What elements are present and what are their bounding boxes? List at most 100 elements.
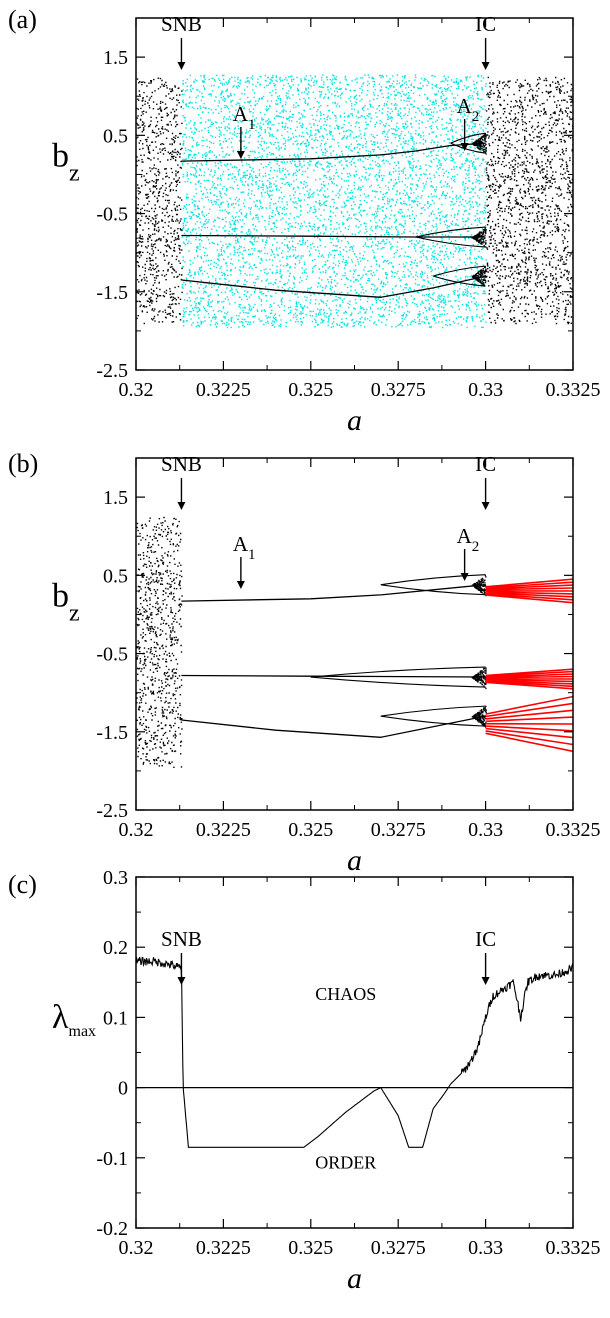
y-tick-label: 0.3 (103, 867, 128, 889)
annotation-label: A2 (457, 524, 480, 555)
y-tick-label: -2.5 (96, 360, 128, 382)
x-tick-label: 0.33 (468, 819, 503, 841)
red-branch-6 (485, 695, 573, 753)
bifurcation-3 (450, 132, 486, 154)
panel-label: (b) (8, 449, 38, 478)
chaotic-fan-3 (471, 133, 487, 155)
scatter-band-1 (181, 74, 487, 329)
plot-area (136, 516, 573, 768)
red-branch-5 (485, 668, 573, 690)
arrow-head (177, 977, 186, 985)
arrow-head (481, 977, 490, 985)
branch-line-1 (181, 584, 486, 602)
y-axis: 0.3 0.2 0.1 0 -0.1 -0.2 (96, 867, 573, 1240)
x-tick-label: 0.3225 (196, 1237, 251, 1259)
bifurcation-4 (415, 226, 486, 248)
y-axis-label-sub: z (69, 601, 80, 627)
branch-line-5 (181, 275, 486, 298)
annotation-main: A (457, 94, 473, 118)
annotation-label: A2 (457, 94, 480, 125)
branch-line-4 (181, 234, 486, 238)
plot-area (136, 956, 573, 1148)
annotation-main: SNB (161, 12, 202, 36)
series-0 (136, 956, 573, 1148)
series-5 (485, 668, 573, 690)
annotation-main: A (457, 524, 473, 548)
y-axis-label-sub: max (69, 1023, 97, 1040)
chaotic-fan-2 (471, 667, 487, 690)
x-tick-label: 0.3325 (546, 1237, 601, 1259)
y-tick-label: 0.2 (103, 937, 128, 959)
chaotic-fan-4 (471, 227, 487, 248)
x-tick-label: 0.33 (468, 1237, 503, 1259)
x-tick-label: 0.325 (288, 379, 333, 401)
annotation-label: A1 (233, 102, 256, 133)
region-label-chaos: CHAOS (315, 984, 376, 1004)
annotation-label: A1 (233, 532, 256, 563)
arrow-head (177, 62, 186, 70)
panel-c: 0.32 0.3225 0.325 0.3275 0.33 0.3325 0.3 0.2 0.1… (8, 867, 601, 1295)
series-2 (181, 666, 487, 690)
annotation-sub: 2 (472, 109, 480, 125)
y-tick-label: -0.5 (96, 204, 128, 226)
series-5 (181, 265, 487, 298)
series-3 (181, 705, 487, 738)
panel-label: (c) (8, 870, 37, 899)
chaotic-fan-3 (471, 705, 487, 728)
x-tick-label: 0.325 (288, 1237, 333, 1259)
arrow-head (481, 502, 490, 510)
arrow-head (460, 143, 469, 151)
x-tick-label: 0.3325 (546, 819, 601, 841)
arrow-head (481, 62, 490, 70)
y-tick-label: 0.1 (103, 1007, 128, 1029)
arrow-head (460, 573, 469, 581)
panel-a: 0.32 0.3225 0.325 0.3275 0.33 0.3325 1.5 0.5 -0.… (8, 5, 601, 437)
scatter-band-0 (136, 77, 183, 325)
scatter-band-2 (485, 76, 573, 325)
series-3 (181, 132, 487, 162)
annotation-sub: 1 (248, 117, 256, 133)
scatter-band-0 (136, 516, 183, 768)
x-axis-label: a (347, 404, 362, 437)
series-6 (485, 695, 573, 753)
annotation-main: SNB (161, 452, 202, 476)
x-axis: 0.32 0.3225 0.325 0.3275 0.33 0.3325 (119, 18, 601, 401)
annotation-label: IC (475, 452, 496, 476)
y-axis: 1.5 0.5 -0.5 -1.5 -2.5 (96, 487, 573, 822)
series-0 (136, 77, 183, 325)
annotation-main: IC (475, 927, 496, 951)
x-tick-label: 0.325 (288, 819, 333, 841)
annotation-label: SNB (161, 927, 202, 951)
y-tick-label: 0.5 (103, 125, 128, 147)
y-axis-label-sub: z (69, 161, 80, 187)
arrow-head (177, 502, 186, 510)
chaotic-fan-1 (471, 575, 487, 597)
x-axis-label: a (347, 1262, 362, 1295)
x-tick-label: 0.3225 (196, 819, 251, 841)
y-tick-label: -2.5 (96, 800, 128, 822)
x-axis: 0.32 0.3225 0.325 0.3275 0.33 0.3325 (119, 458, 601, 841)
annotation-main: IC (475, 12, 496, 36)
panel-label: (a) (8, 5, 37, 34)
series-1 (181, 74, 487, 329)
series-0 (136, 516, 183, 768)
x-tick-label: 0.33 (468, 379, 503, 401)
y-tick-label: -1.5 (96, 722, 128, 744)
x-tick-label: 0.32 (119, 819, 154, 841)
region-label-order: ORDER (315, 1152, 376, 1172)
annotation-main: SNB (161, 927, 202, 951)
plot-frame (135, 457, 574, 811)
plot-area (136, 74, 573, 329)
x-tick-label: 0.32 (119, 379, 154, 401)
bifurcation-2 (310, 666, 486, 688)
branch-line-2 (181, 674, 486, 678)
annotation-main: IC (475, 452, 496, 476)
y-axis-label: bz (52, 138, 80, 187)
y-axis-label: λmax (52, 999, 96, 1040)
y-tick-label: 1.5 (103, 487, 128, 509)
series-4 (181, 226, 487, 248)
bifurcation-3 (380, 705, 486, 727)
x-tick-label: 0.32 (119, 1237, 154, 1259)
y-axis: 1.5 0.5 -0.5 -1.5 -2.5 (96, 47, 573, 382)
